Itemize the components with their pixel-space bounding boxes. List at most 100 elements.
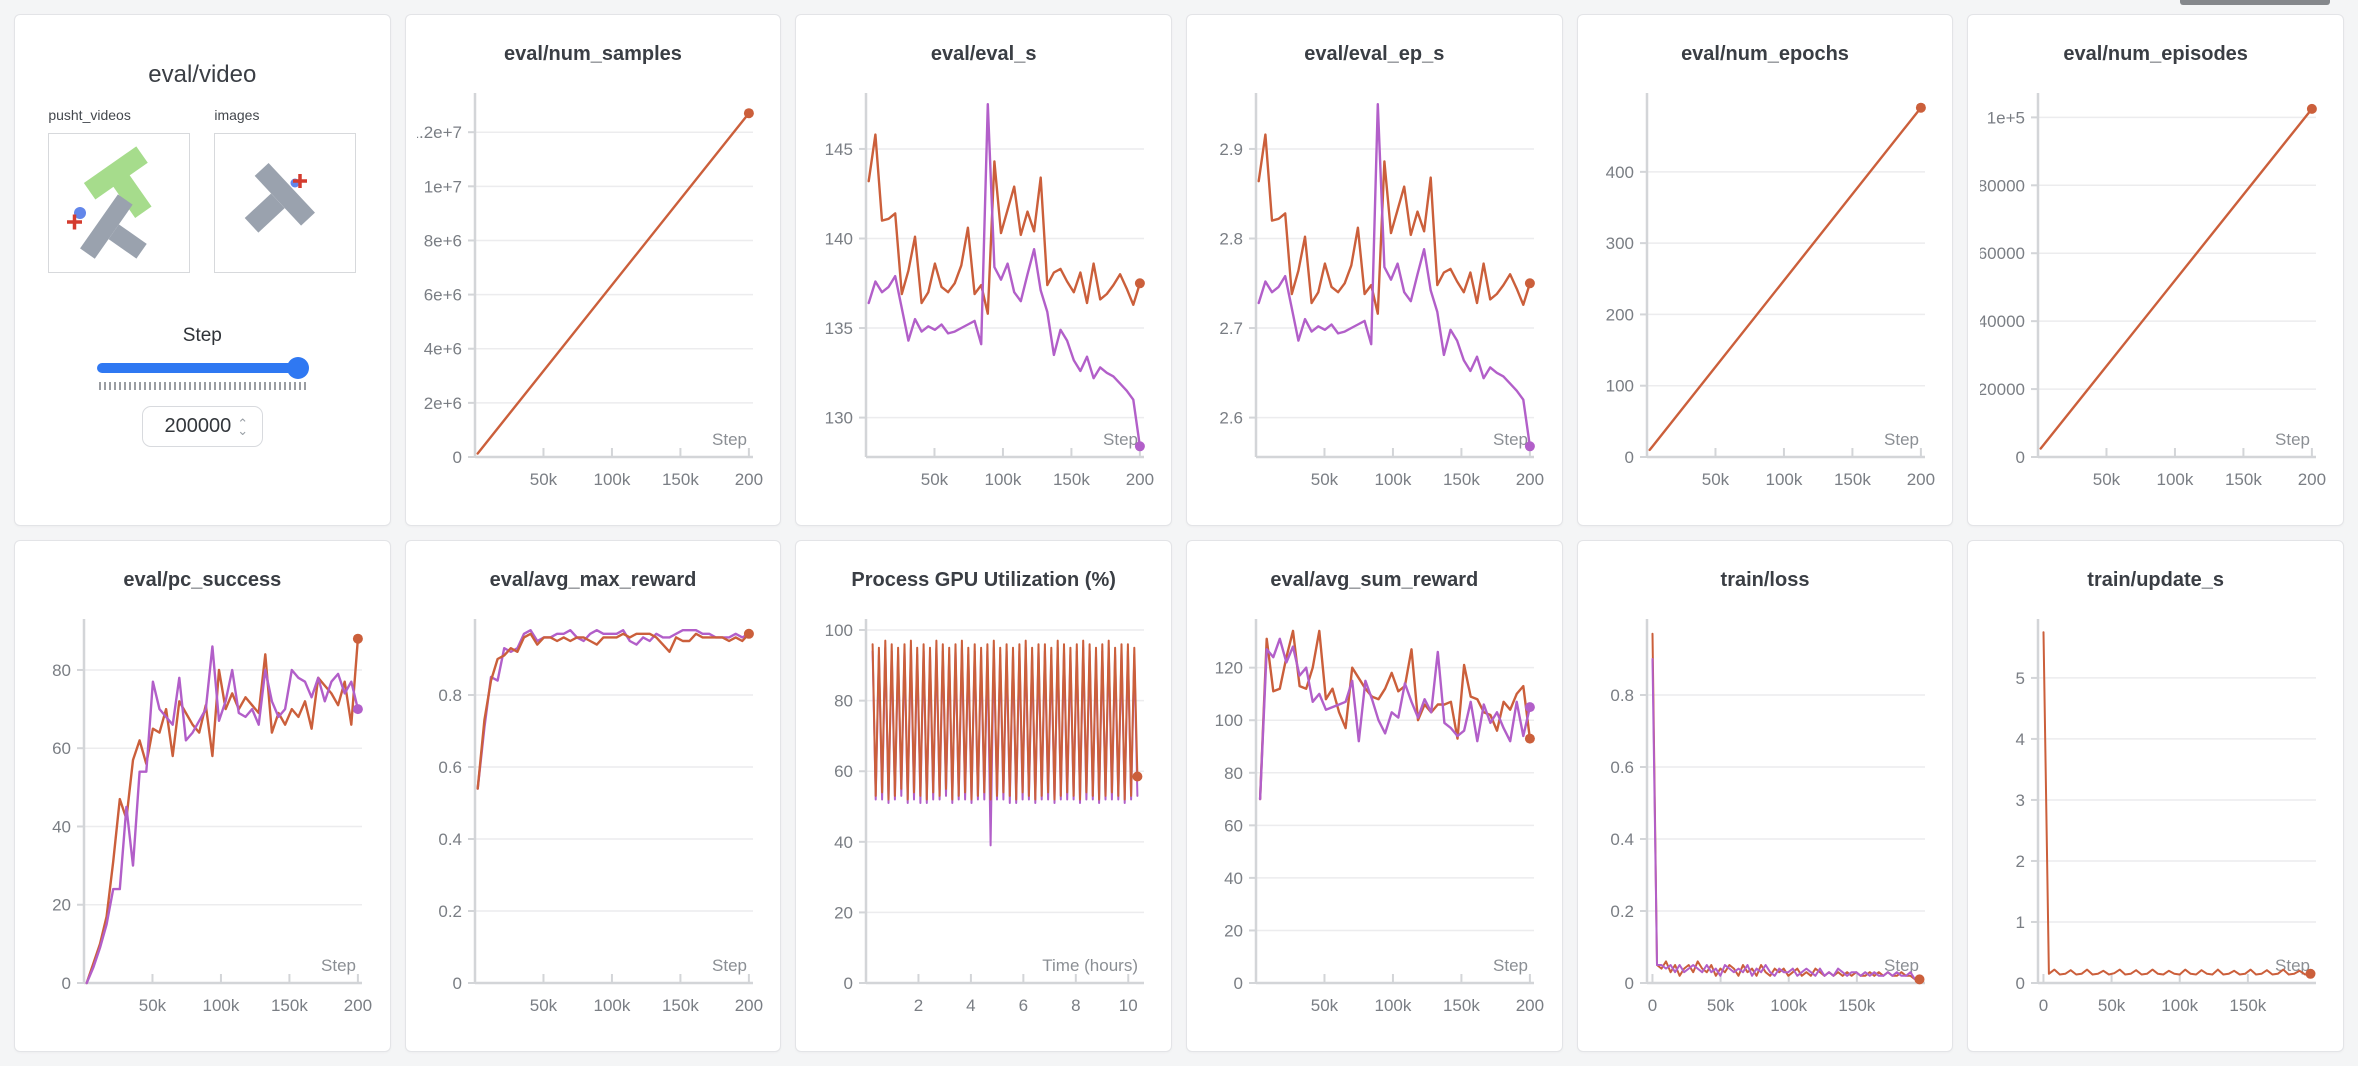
- svg-text:0: 0: [1648, 996, 1657, 1015]
- svg-text:0.8: 0.8: [1610, 686, 1634, 705]
- svg-text:150k: 150k: [662, 470, 699, 489]
- svg-text:4: 4: [2015, 729, 2024, 748]
- chart-canvas-train-loss[interactable]: 0 0.2 0.4 0.6 0.8 0 50k 100k 150k Step: [1589, 613, 1941, 1031]
- panel-eval-eval-s: eval/eval_s 130 135 140 145 50k 100k 150k 200 St…: [795, 14, 1172, 526]
- svg-text:150k: 150k: [1838, 996, 1875, 1015]
- svg-text:150k: 150k: [271, 996, 308, 1015]
- panel-eval-num-epochs: eval/num_epochs 0 100 200 300 400 50k 100k 150k…: [1576, 14, 1954, 526]
- svg-text:50k: 50k: [1311, 996, 1339, 1015]
- chart-canvas-eval-num-samples[interactable]: 0 2e+6 4e+6 6e+6 8e+6 1e+7 1.2e+7 50k 100k 150k 20…: [417, 87, 769, 505]
- panel-eval-eval-ep-s: eval/eval_ep_s 2.6 2.7 2.8 2.9 50k 100k 150k 20…: [1185, 14, 1563, 526]
- chart-canvas-eval-eval-ep-s[interactable]: 2.6 2.7 2.8 2.9 50k 100k 150k 200 Step: [1198, 87, 1550, 505]
- svg-text:130: 130: [824, 408, 852, 427]
- svg-text:2: 2: [913, 996, 922, 1015]
- svg-text:4: 4: [966, 996, 975, 1015]
- step-slider-track[interactable]: [97, 363, 308, 373]
- svg-text:40000: 40000: [1980, 312, 2025, 331]
- panel-title: eval/avg_sum_reward: [1270, 569, 1479, 591]
- svg-text:2: 2: [2015, 851, 2024, 870]
- svg-text:200: 200: [1907, 470, 1935, 489]
- svg-text:200: 200: [1606, 305, 1634, 324]
- svg-text:8e+6: 8e+6: [424, 231, 462, 250]
- svg-text:60: 60: [52, 739, 71, 758]
- svg-text:0.4: 0.4: [1610, 830, 1634, 849]
- svg-text:100k: 100k: [1765, 470, 1802, 489]
- svg-text:150k: 150k: [1443, 996, 1480, 1015]
- svg-text:Step: Step: [1884, 956, 1919, 975]
- svg-text:100k: 100k: [1375, 470, 1412, 489]
- images-thumbnail[interactable]: [214, 133, 357, 273]
- svg-text:8: 8: [1071, 996, 1080, 1015]
- svg-text:0: 0: [1625, 974, 1634, 993]
- chart-canvas-eval-num-epochs[interactable]: 0 100 200 300 400 50k 100k 150k 200 Step: [1589, 87, 1941, 505]
- svg-text:100: 100: [824, 621, 852, 640]
- svg-text:150k: 150k: [1443, 470, 1480, 489]
- svg-text:100k: 100k: [1375, 996, 1412, 1015]
- step-slider[interactable]: [97, 357, 310, 379]
- step-increment-icon: ⌃: [237, 415, 249, 431]
- svg-text:60: 60: [1224, 816, 1243, 835]
- svg-text:50k: 50k: [2098, 996, 2126, 1015]
- step-stepper-arrows[interactable]: ⌃ ⌄: [237, 415, 249, 438]
- svg-text:2.6: 2.6: [1220, 408, 1244, 427]
- chart-canvas-eval-pc-success[interactable]: 0 20 40 60 80 50k 100k 150k 200 Step: [26, 613, 378, 1031]
- green-t-block: [84, 146, 152, 218]
- svg-text:0: 0: [1234, 974, 1243, 993]
- svg-text:100k: 100k: [1770, 996, 1807, 1015]
- panel-title: train/loss: [1720, 569, 1810, 591]
- svg-text:200: 200: [1516, 996, 1544, 1015]
- svg-text:6: 6: [1018, 996, 1027, 1015]
- svg-text:20: 20: [834, 903, 853, 922]
- svg-text:135: 135: [824, 319, 852, 338]
- svg-text:1e+7: 1e+7: [424, 177, 462, 196]
- media-label: pusht_videos: [48, 107, 131, 123]
- svg-text:100k: 100k: [2156, 470, 2193, 489]
- media-col-pusht-videos: pusht_videos: [48, 107, 191, 273]
- svg-text:0: 0: [2015, 974, 2024, 993]
- pusht-video-thumbnail[interactable]: [48, 133, 191, 273]
- chart-canvas-eval-eval-s[interactable]: 130 135 140 145 50k 100k 150k 200 Step: [808, 87, 1160, 505]
- panel-eval-num-episodes: eval/num_episodes 0 20000 40000 60000 80000 1…: [1967, 14, 2344, 526]
- panel-title: eval/eval_s: [930, 43, 1037, 65]
- panel-title: eval/video: [148, 61, 257, 88]
- agent-dot: [74, 207, 87, 219]
- step-value[interactable]: 200000: [164, 415, 232, 437]
- svg-text:150k: 150k: [662, 996, 699, 1015]
- svg-text:100: 100: [1215, 711, 1243, 730]
- svg-text:0.2: 0.2: [1610, 902, 1634, 921]
- svg-text:50k: 50k: [530, 996, 558, 1015]
- step-decrement-icon: ⌄: [237, 422, 249, 438]
- panel-title: eval/avg_max_reward: [489, 569, 697, 591]
- svg-text:400: 400: [1606, 162, 1634, 181]
- pusht-scene-graphic: [67, 146, 152, 259]
- svg-text:Step: Step: [1884, 430, 1919, 449]
- svg-text:3: 3: [2015, 790, 2024, 809]
- svg-text:0: 0: [1625, 448, 1634, 467]
- chart-canvas-eval-avg-max-reward[interactable]: 0 0.2 0.4 0.6 0.8 50k 100k 150k 200 Step: [417, 613, 769, 1031]
- panel-train-update-s: train/update_s 0 1 2 3 4 5 0 50k 100k 150k Step: [1967, 540, 2344, 1052]
- svg-text:100: 100: [1606, 376, 1634, 395]
- target-cross: [293, 174, 308, 188]
- svg-text:50k: 50k: [1707, 996, 1735, 1015]
- panel-eval-pc-success: eval/pc_success 0 20 40 60 80 50k 100k 150k 200 S…: [14, 540, 391, 1052]
- panel-title: eval/num_episodes: [2063, 43, 2248, 65]
- svg-text:145: 145: [824, 139, 852, 158]
- svg-text:150k: 150k: [2229, 996, 2266, 1015]
- media-label: images: [214, 107, 260, 123]
- gray-t-block: [80, 194, 148, 259]
- step-number-input[interactable]: 200000 ⌃ ⌄: [141, 406, 264, 447]
- svg-text:50k: 50k: [1311, 470, 1339, 489]
- svg-text:Step: Step: [2275, 430, 2310, 449]
- panel-title: train/update_s: [2087, 569, 2224, 591]
- chart-canvas-gpu-utilization[interactable]: 0 20 40 60 80 100 2 4 6 8 10 Time (hours): [808, 613, 1160, 1031]
- step-slider-handle[interactable]: [287, 357, 310, 379]
- panel-title: eval/num_epochs: [1681, 43, 1849, 65]
- svg-text:200: 200: [1125, 470, 1153, 489]
- chart-canvas-eval-num-episodes[interactable]: 0 20000 40000 60000 80000 1e+5 50k 100k 150k 200 S…: [1980, 87, 2332, 505]
- svg-text:0: 0: [453, 448, 462, 467]
- svg-text:0.8: 0.8: [438, 686, 462, 705]
- chart-canvas-eval-avg-sum-reward[interactable]: 0 20 40 60 80 100 120 50k 100k 150k 200 Step: [1198, 613, 1550, 1031]
- svg-text:0.4: 0.4: [438, 830, 462, 849]
